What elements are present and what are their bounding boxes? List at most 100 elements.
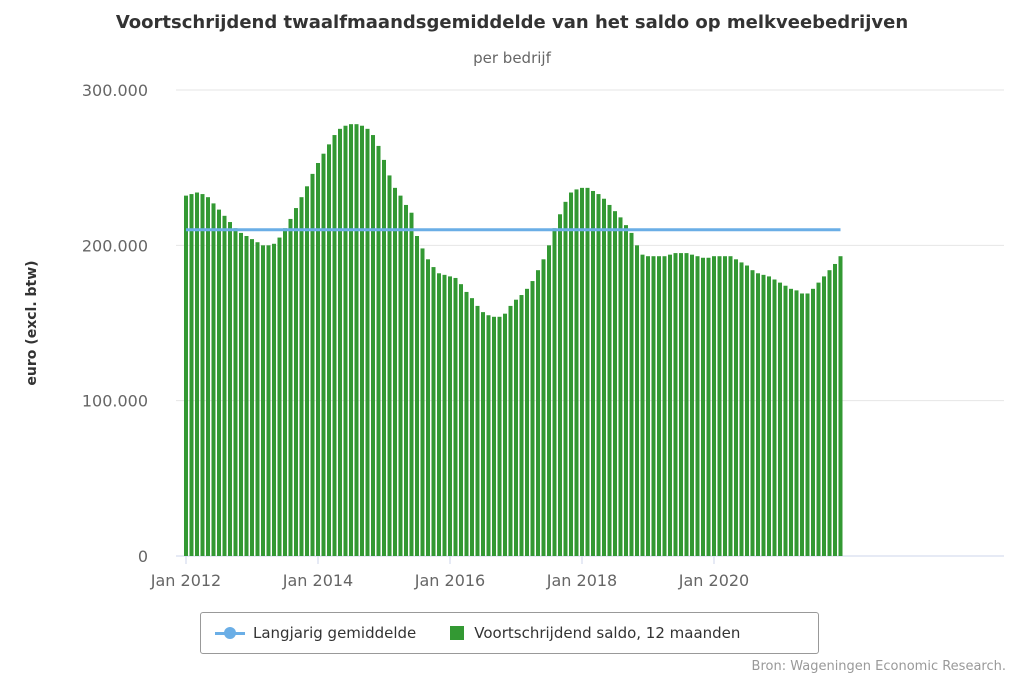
- bar[interactable]: [497, 316, 502, 556]
- bar[interactable]: [816, 282, 821, 556]
- bar[interactable]: [618, 217, 623, 556]
- bar[interactable]: [409, 212, 414, 557]
- bar[interactable]: [624, 225, 628, 556]
- bar[interactable]: [415, 236, 419, 556]
- bar[interactable]: [508, 305, 513, 556]
- bar[interactable]: [701, 257, 705, 556]
- bar[interactable]: [437, 273, 441, 556]
- bar[interactable]: [244, 236, 249, 556]
- bar[interactable]: [195, 192, 199, 556]
- bar[interactable]: [585, 187, 590, 557]
- bar[interactable]: [332, 135, 337, 556]
- bar[interactable]: [695, 256, 700, 556]
- bar[interactable]: [706, 257, 711, 556]
- bar[interactable]: [255, 242, 260, 556]
- bar[interactable]: [591, 190, 595, 556]
- bar[interactable]: [827, 270, 832, 556]
- bar[interactable]: [481, 312, 485, 556]
- bar[interactable]: [519, 295, 524, 556]
- bar[interactable]: [640, 254, 645, 557]
- bar[interactable]: [574, 189, 579, 556]
- bar[interactable]: [552, 228, 557, 556]
- bar[interactable]: [723, 256, 727, 556]
- bar[interactable]: [343, 125, 348, 556]
- bar[interactable]: [794, 290, 799, 556]
- bar[interactable]: [739, 262, 744, 556]
- bar[interactable]: [563, 201, 568, 556]
- bar[interactable]: [833, 263, 837, 556]
- bar[interactable]: [283, 228, 287, 556]
- bar[interactable]: [580, 187, 584, 557]
- bar[interactable]: [431, 267, 436, 556]
- bar[interactable]: [382, 159, 386, 556]
- bar[interactable]: [475, 305, 480, 556]
- bar[interactable]: [761, 274, 766, 556]
- bar[interactable]: [189, 194, 194, 556]
- bar[interactable]: [272, 243, 276, 556]
- bar[interactable]: [525, 288, 529, 556]
- bar[interactable]: [728, 256, 733, 556]
- bar[interactable]: [536, 270, 540, 556]
- bar[interactable]: [541, 259, 546, 556]
- bar[interactable]: [376, 145, 381, 557]
- bar[interactable]: [288, 218, 293, 556]
- bar[interactable]: [321, 153, 326, 557]
- bar[interactable]: [558, 214, 562, 556]
- bar[interactable]: [453, 277, 458, 556]
- bar[interactable]: [222, 215, 227, 556]
- bar[interactable]: [354, 124, 359, 556]
- bar[interactable]: [613, 211, 617, 556]
- bar[interactable]: [233, 228, 238, 556]
- bar[interactable]: [750, 270, 755, 556]
- bar[interactable]: [503, 313, 507, 556]
- bar[interactable]: [398, 195, 403, 557]
- bar[interactable]: [294, 208, 298, 556]
- bar[interactable]: [228, 222, 232, 557]
- bar[interactable]: [805, 293, 810, 556]
- bar[interactable]: [734, 259, 738, 556]
- bar[interactable]: [635, 245, 639, 557]
- bar[interactable]: [239, 232, 243, 556]
- bar[interactable]: [371, 135, 375, 556]
- bar[interactable]: [420, 248, 425, 556]
- bar[interactable]: [607, 204, 612, 557]
- bar[interactable]: [266, 245, 271, 557]
- bar[interactable]: [327, 144, 331, 556]
- bar[interactable]: [404, 204, 408, 557]
- bar[interactable]: [442, 274, 447, 556]
- bar[interactable]: [596, 194, 601, 556]
- bar[interactable]: [448, 276, 452, 556]
- bar[interactable]: [712, 256, 716, 556]
- bar[interactable]: [657, 256, 661, 556]
- bar[interactable]: [387, 175, 392, 556]
- bar[interactable]: [217, 209, 221, 556]
- bar[interactable]: [316, 163, 320, 557]
- bar[interactable]: [514, 299, 518, 556]
- bar[interactable]: [206, 197, 210, 556]
- bar[interactable]: [261, 245, 265, 557]
- bar[interactable]: [470, 298, 474, 556]
- bar[interactable]: [800, 293, 804, 556]
- legend-item-line[interactable]: Langjarig gemiddelde: [215, 624, 416, 642]
- bar[interactable]: [486, 315, 491, 556]
- bar[interactable]: [679, 253, 683, 556]
- bar[interactable]: [250, 239, 254, 556]
- bar[interactable]: [184, 195, 188, 557]
- bar[interactable]: [778, 282, 782, 556]
- bar[interactable]: [602, 198, 606, 556]
- bar[interactable]: [662, 256, 667, 556]
- bar[interactable]: [668, 254, 672, 557]
- bar[interactable]: [569, 192, 573, 556]
- bar[interactable]: [365, 128, 370, 557]
- bar[interactable]: [492, 316, 496, 556]
- bar[interactable]: [673, 253, 678, 556]
- bar[interactable]: [547, 245, 551, 557]
- bar[interactable]: [767, 276, 771, 556]
- bar[interactable]: [459, 284, 463, 556]
- bar[interactable]: [651, 256, 656, 556]
- legend-item-bars[interactable]: Voortschrijdend saldo, 12 maanden: [450, 624, 740, 642]
- bar[interactable]: [464, 291, 469, 556]
- bar[interactable]: [811, 288, 815, 556]
- bar[interactable]: [783, 285, 788, 556]
- bar[interactable]: [211, 203, 216, 557]
